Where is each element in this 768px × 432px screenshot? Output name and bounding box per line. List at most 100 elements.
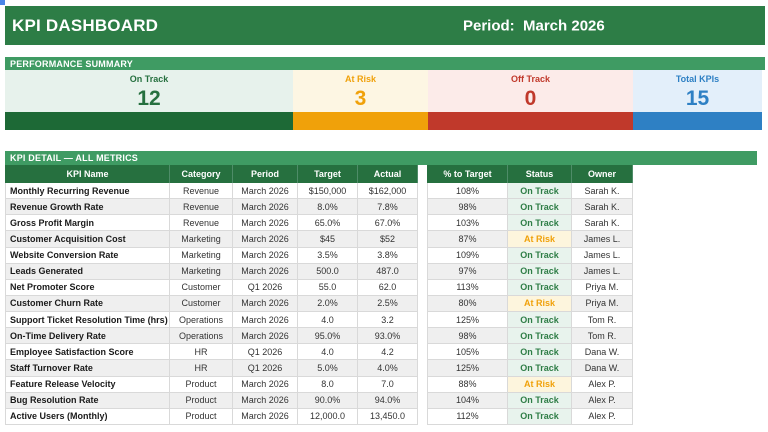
cell-owner[interactable]: James L.	[572, 231, 633, 248]
cell-actual[interactable]: 62.0	[358, 279, 418, 296]
cell-status[interactable]: On Track	[508, 344, 572, 361]
cell-category[interactable]: Customer	[170, 295, 233, 312]
cell-period[interactable]: March 2026	[233, 408, 298, 425]
cell-target[interactable]: 4.0	[298, 312, 358, 329]
cell-target[interactable]: 500.0	[298, 263, 358, 280]
cell-status[interactable]: On Track	[508, 183, 572, 200]
cell-actual[interactable]: 7.8%	[358, 199, 418, 216]
cell-kpi-name[interactable]: Monthly Recurring Revenue	[5, 183, 170, 200]
cell-kpi-name[interactable]: Revenue Growth Rate	[5, 199, 170, 216]
cell-actual[interactable]: 2.5%	[358, 295, 418, 312]
cell-period[interactable]: March 2026	[233, 263, 298, 280]
cell-kpi-name[interactable]: Bug Resolution Rate	[5, 392, 170, 409]
cell-pct[interactable]: 98%	[427, 199, 508, 216]
cell-pct[interactable]: 125%	[427, 312, 508, 329]
cell-actual[interactable]: $52	[358, 231, 418, 248]
cell-target[interactable]: 8.0%	[298, 199, 358, 216]
cell-status[interactable]: On Track	[508, 408, 572, 425]
cell-status[interactable]: On Track	[508, 360, 572, 377]
cell-pct[interactable]: 105%	[427, 344, 508, 361]
cell-period[interactable]: Q1 2026	[233, 360, 298, 377]
cell-status[interactable]: At Risk	[508, 376, 572, 393]
cell-kpi-name[interactable]: Staff Turnover Rate	[5, 360, 170, 377]
cell-category[interactable]: Marketing	[170, 263, 233, 280]
cell-category[interactable]: Product	[170, 408, 233, 425]
cell-period[interactable]: Q1 2026	[233, 279, 298, 296]
cell-category[interactable]: HR	[170, 344, 233, 361]
cell-target[interactable]: 2.0%	[298, 295, 358, 312]
cell-period[interactable]: March 2026	[233, 295, 298, 312]
cell-actual[interactable]: 3.8%	[358, 247, 418, 264]
cell-status[interactable]: On Track	[508, 215, 572, 232]
cell-owner[interactable]: Sarah K.	[572, 215, 633, 232]
cell-status[interactable]: On Track	[508, 263, 572, 280]
cell-target[interactable]: 3.5%	[298, 247, 358, 264]
cell-kpi-name[interactable]: Feature Release Velocity	[5, 376, 170, 393]
cell-pct[interactable]: 112%	[427, 408, 508, 425]
cell-pct[interactable]: 109%	[427, 247, 508, 264]
cell-owner[interactable]: Alex P.	[572, 408, 633, 425]
cell-actual[interactable]: 94.0%	[358, 392, 418, 409]
cell-pct[interactable]: 98%	[427, 328, 508, 345]
cell-pct[interactable]: 103%	[427, 215, 508, 232]
cell-period[interactable]: March 2026	[233, 376, 298, 393]
cell-pct[interactable]: 97%	[427, 263, 508, 280]
cell-status[interactable]: On Track	[508, 199, 572, 216]
cell-pct[interactable]: 125%	[427, 360, 508, 377]
cell-actual[interactable]: 7.0	[358, 376, 418, 393]
cell-status[interactable]: On Track	[508, 328, 572, 345]
cell-category[interactable]: Revenue	[170, 215, 233, 232]
cell-target[interactable]: 12,000.0	[298, 408, 358, 425]
cell-kpi-name[interactable]: Net Promoter Score	[5, 279, 170, 296]
cell-owner[interactable]: James L.	[572, 263, 633, 280]
cell-target[interactable]: 5.0%	[298, 360, 358, 377]
cell-owner[interactable]: Dana W.	[572, 344, 633, 361]
cell-category[interactable]: Product	[170, 376, 233, 393]
cell-status[interactable]: On Track	[508, 279, 572, 296]
cell-kpi-name[interactable]: Active Users (Monthly)	[5, 408, 170, 425]
cell-target[interactable]: 90.0%	[298, 392, 358, 409]
cell-owner[interactable]: Alex P.	[572, 376, 633, 393]
cell-owner[interactable]: Alex P.	[572, 392, 633, 409]
cell-kpi-name[interactable]: Support Ticket Resolution Time (hrs)	[5, 312, 170, 329]
cell-period[interactable]: March 2026	[233, 199, 298, 216]
cell-target[interactable]: 8.0	[298, 376, 358, 393]
cell-pct[interactable]: 80%	[427, 295, 508, 312]
cell-status[interactable]: On Track	[508, 312, 572, 329]
cell-actual[interactable]: 67.0%	[358, 215, 418, 232]
cell-actual[interactable]: 13,450.0	[358, 408, 418, 425]
cell-period[interactable]: March 2026	[233, 247, 298, 264]
cell-target[interactable]: 4.0	[298, 344, 358, 361]
cell-owner[interactable]: Sarah K.	[572, 183, 633, 200]
cell-period[interactable]: Q1 2026	[233, 344, 298, 361]
cell-status[interactable]: At Risk	[508, 231, 572, 248]
cell-actual[interactable]: 4.2	[358, 344, 418, 361]
cell-owner[interactable]: Tom R.	[572, 312, 633, 329]
cell-status[interactable]: At Risk	[508, 295, 572, 312]
cell-target[interactable]: 95.0%	[298, 328, 358, 345]
cell-period[interactable]: March 2026	[233, 328, 298, 345]
cell-kpi-name[interactable]: Website Conversion Rate	[5, 247, 170, 264]
cell-pct[interactable]: 113%	[427, 279, 508, 296]
cell-actual[interactable]: 487.0	[358, 263, 418, 280]
cell-category[interactable]: Operations	[170, 328, 233, 345]
cell-target[interactable]: 65.0%	[298, 215, 358, 232]
cell-period[interactable]: March 2026	[233, 231, 298, 248]
cell-category[interactable]: Marketing	[170, 247, 233, 264]
cell-target[interactable]: $150,000	[298, 183, 358, 200]
cell-pct[interactable]: 108%	[427, 183, 508, 200]
cell-kpi-name[interactable]: On-Time Delivery Rate	[5, 328, 170, 345]
cell-kpi-name[interactable]: Customer Churn Rate	[5, 295, 170, 312]
cell-actual[interactable]: 4.0%	[358, 360, 418, 377]
cell-kpi-name[interactable]: Employee Satisfaction Score	[5, 344, 170, 361]
cell-actual[interactable]: 3.2	[358, 312, 418, 329]
cell-kpi-name[interactable]: Gross Profit Margin	[5, 215, 170, 232]
cell-status[interactable]: On Track	[508, 247, 572, 264]
cell-kpi-name[interactable]: Leads Generated	[5, 263, 170, 280]
cell-period[interactable]: March 2026	[233, 215, 298, 232]
cell-category[interactable]: Marketing	[170, 231, 233, 248]
cell-owner[interactable]: Dana W.	[572, 360, 633, 377]
cell-pct[interactable]: 87%	[427, 231, 508, 248]
cell-category[interactable]: Customer	[170, 279, 233, 296]
cell-owner[interactable]: James L.	[572, 247, 633, 264]
